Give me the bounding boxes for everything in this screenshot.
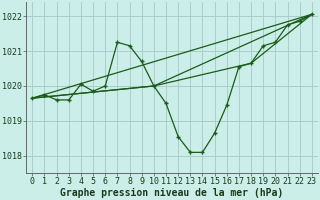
X-axis label: Graphe pression niveau de la mer (hPa): Graphe pression niveau de la mer (hPa) [60, 188, 284, 198]
